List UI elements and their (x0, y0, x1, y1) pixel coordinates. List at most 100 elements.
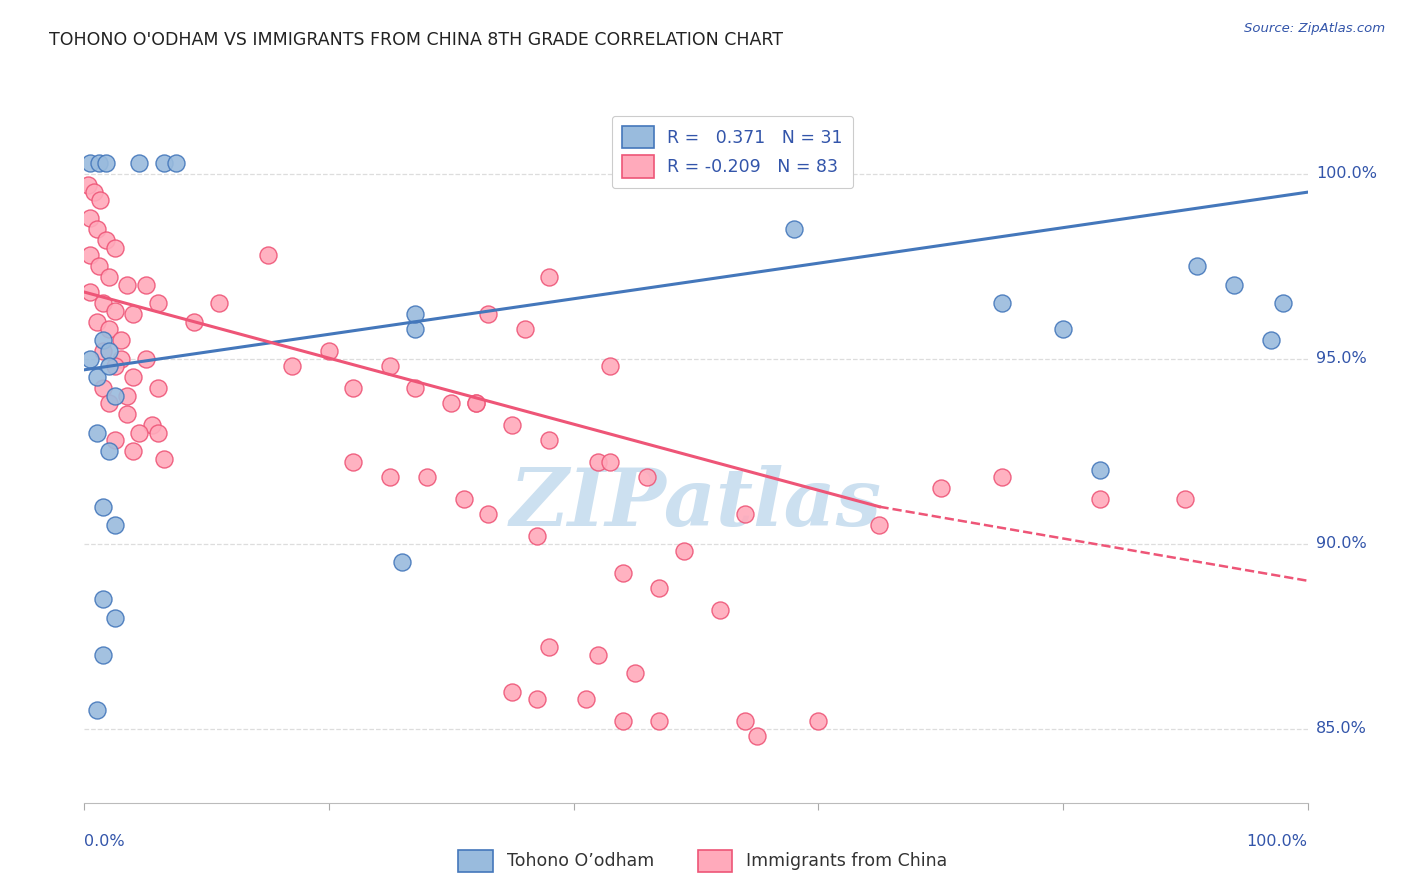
Point (86, 370, 108, 384)
Point (153, 451, 176, 466)
Point (257, 248, 280, 262)
Point (501, 685, 523, 699)
Point (86, 425, 108, 440)
Text: ZIPatlas: ZIPatlas (510, 465, 882, 542)
Point (104, 303, 127, 318)
Point (79, 155, 101, 169)
Point (115, 407, 138, 421)
Point (91, 344, 114, 359)
Point (734, 714, 756, 729)
Point (141, 418, 163, 433)
Point (538, 433, 561, 447)
Point (783, 222, 806, 236)
Point (1187, 259, 1209, 273)
Point (110, 351, 132, 366)
Point (526, 692, 548, 706)
Point (464, 396, 486, 410)
Text: Source: ZipAtlas.com: Source: ZipAtlas.com (1244, 22, 1385, 36)
Point (122, 444, 145, 458)
Point (453, 492, 475, 507)
Point (477, 307, 499, 321)
Point (1088, 463, 1111, 477)
Point (1272, 296, 1295, 310)
Point (612, 714, 634, 729)
Text: 85.0%: 85.0% (1316, 722, 1367, 736)
Point (538, 270, 561, 285)
Point (342, 455, 364, 469)
Point (91, 296, 114, 310)
Point (110, 333, 132, 347)
Point (83, 185, 105, 199)
Point (586, 648, 609, 662)
Point (1174, 492, 1197, 507)
Point (612, 566, 634, 581)
Point (624, 666, 647, 681)
Point (991, 470, 1014, 484)
Point (538, 640, 561, 655)
Point (342, 381, 364, 395)
Point (404, 307, 426, 321)
Point (97, 359, 120, 373)
Point (734, 507, 756, 521)
Point (599, 455, 621, 469)
Point (709, 603, 731, 617)
Point (165, 155, 187, 169)
Point (86, 315, 108, 329)
Point (416, 470, 439, 484)
Point (96, 233, 118, 247)
Point (513, 322, 536, 336)
Point (91, 648, 114, 662)
Text: TOHONO O'ODHAM VS IMMIGRANTS FROM CHINA 8TH GRADE CORRELATION CHART: TOHONO O'ODHAM VS IMMIGRANTS FROM CHINA … (49, 31, 783, 49)
Point (1260, 333, 1282, 347)
Point (122, 370, 145, 384)
Point (135, 277, 157, 292)
Point (391, 555, 413, 569)
Text: 100.0%: 100.0% (1247, 834, 1308, 849)
Point (575, 692, 598, 706)
Point (747, 729, 769, 743)
Point (87, 155, 110, 169)
Point (599, 359, 621, 373)
Point (91, 500, 114, 514)
Point (318, 344, 340, 359)
Point (97, 344, 120, 359)
Point (86, 703, 108, 717)
Point (115, 277, 138, 292)
Point (1052, 322, 1074, 336)
Point (1223, 277, 1246, 292)
Point (501, 418, 523, 433)
Point (281, 359, 304, 373)
Point (87, 259, 110, 273)
Point (183, 315, 205, 329)
Point (128, 425, 150, 440)
Point (146, 425, 169, 440)
Point (146, 381, 169, 395)
Point (104, 611, 127, 625)
Point (440, 396, 463, 410)
Point (104, 241, 127, 255)
Point (586, 455, 609, 469)
Text: 95.0%: 95.0% (1316, 351, 1367, 367)
Point (97, 322, 120, 336)
Point (79, 211, 101, 225)
Point (636, 470, 658, 484)
Point (1088, 492, 1111, 507)
Point (991, 296, 1014, 310)
Point (86, 222, 108, 236)
Point (128, 155, 150, 169)
Point (869, 518, 891, 533)
Text: 0.0%: 0.0% (84, 834, 125, 849)
Point (91, 381, 114, 395)
Point (404, 322, 426, 336)
Point (122, 307, 145, 321)
Point (648, 714, 671, 729)
Point (79, 285, 101, 299)
Point (477, 507, 499, 521)
Text: 90.0%: 90.0% (1316, 536, 1367, 551)
Point (97, 444, 120, 458)
Point (380, 359, 402, 373)
Point (115, 389, 138, 403)
Point (91, 592, 114, 607)
Point (104, 518, 127, 533)
Point (79, 248, 101, 262)
